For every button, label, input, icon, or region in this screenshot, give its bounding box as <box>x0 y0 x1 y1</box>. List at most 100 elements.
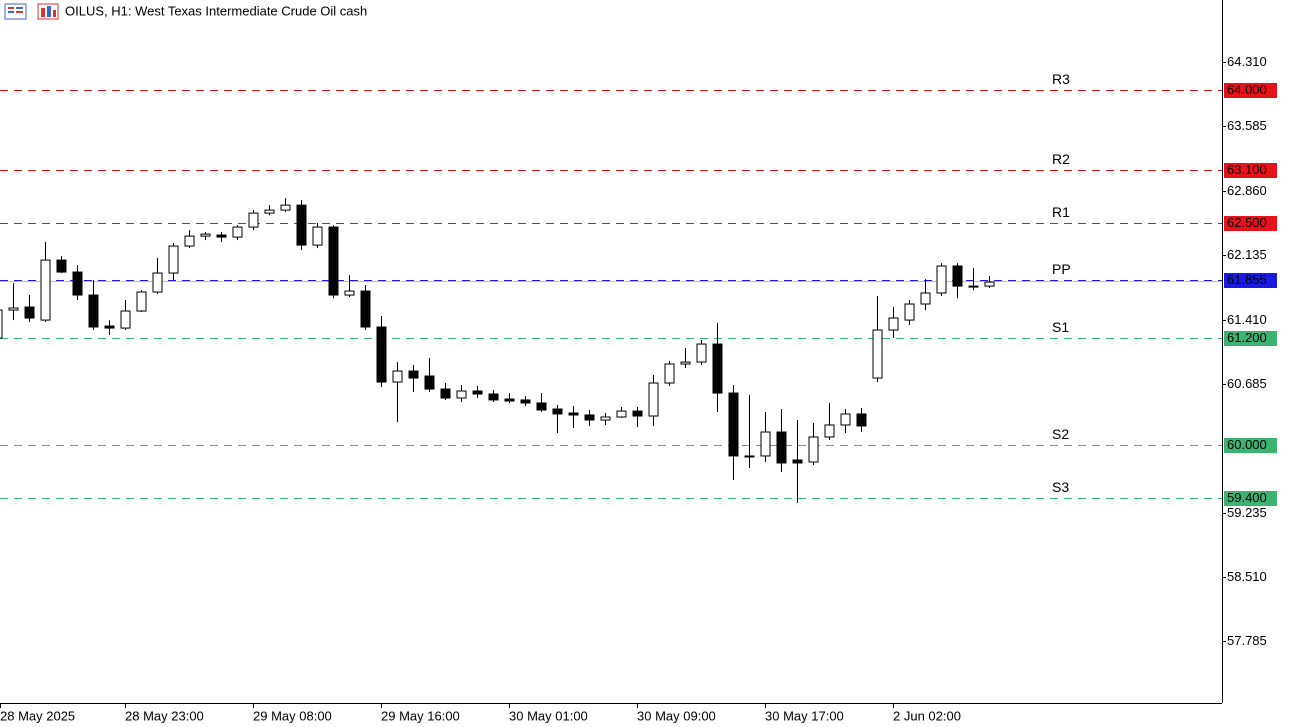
y-tick-label: 59.235 <box>1227 505 1267 520</box>
candle-body <box>312 226 323 246</box>
candle-body <box>904 303 915 321</box>
chart-icon-part <box>47 6 51 17</box>
level-price-box <box>1224 216 1277 231</box>
x-tick-label: 30 May 01:00 <box>509 708 588 723</box>
candle-body <box>584 414 595 421</box>
menu-icon-part <box>8 7 14 9</box>
candle-body <box>56 259 67 273</box>
chart-icon-part <box>41 8 45 17</box>
y-tick-label: 64.310 <box>1227 54 1267 69</box>
candle-body <box>888 317 899 331</box>
candle-body <box>520 399 531 404</box>
candle-body <box>824 424 835 438</box>
candle-body <box>472 390 483 395</box>
level-name: PP <box>1052 261 1071 277</box>
candle-body <box>232 226 243 238</box>
candle-body <box>936 265 947 294</box>
level-price-box <box>1224 83 1277 98</box>
level-price-label: 62.500 <box>1227 215 1267 230</box>
x-tick-label: 29 May 08:00 <box>253 708 332 723</box>
level-price-box <box>1224 331 1277 346</box>
header-icons <box>4 3 59 20</box>
candle-body <box>120 310 131 329</box>
candle-body <box>168 245 179 274</box>
level-price-box <box>1224 163 1277 178</box>
candle-body <box>328 226 339 296</box>
candle-body <box>536 402 547 411</box>
candle-body <box>344 290 355 296</box>
candle-body <box>664 363 675 384</box>
candle-body <box>808 436 819 463</box>
candle-body <box>8 307 19 311</box>
y-tick-label: 63.585 <box>1227 118 1267 133</box>
candle-body <box>872 329 883 379</box>
chart-icon-part <box>53 10 56 17</box>
candle-body <box>296 204 307 246</box>
candle-body <box>408 370 419 379</box>
candle-body <box>504 398 515 402</box>
candle-body <box>152 272 163 293</box>
y-tick-label: 61.410 <box>1227 312 1267 327</box>
x-tick-label: 2 Jun 02:00 <box>893 708 961 723</box>
candle-body <box>376 326 387 383</box>
level-price-box <box>1224 273 1277 288</box>
level-name: S2 <box>1052 426 1069 442</box>
candle-body <box>632 410 643 417</box>
y-tick-label: 57.785 <box>1227 633 1267 648</box>
candle-body <box>728 392 739 457</box>
y-tick-label: 62.860 <box>1227 183 1267 198</box>
level-price-box <box>1224 491 1277 506</box>
menu-icon-part <box>16 11 23 13</box>
y-tick-label: 62.135 <box>1227 247 1267 262</box>
candle-body <box>216 234 227 238</box>
level-price-label: 61.200 <box>1227 330 1267 345</box>
x-tick-label: 29 May 16:00 <box>381 708 460 723</box>
candle-body <box>840 413 851 426</box>
candle-body <box>616 410 627 418</box>
candle-body <box>40 259 51 321</box>
candle-body <box>248 212 259 228</box>
candle-body <box>552 408 563 415</box>
candle-body <box>760 431 771 457</box>
level-price-label: 61.855 <box>1227 272 1267 287</box>
y-tick-label: 58.510 <box>1227 569 1267 584</box>
candle-body <box>968 285 979 288</box>
candle-body <box>184 235 195 247</box>
candle-body <box>696 343 707 363</box>
level-name: R1 <box>1052 204 1070 220</box>
candle-body <box>24 306 35 319</box>
candle-body <box>744 455 755 458</box>
level-price-label: 60.000 <box>1227 437 1267 452</box>
x-tick-label: 30 May 17:00 <box>765 708 844 723</box>
chart-title: OILUS, H1: West Texas Intermediate Crude… <box>65 3 367 18</box>
candle-body <box>600 416 611 421</box>
menu-icon-part <box>8 11 14 13</box>
level-name: S1 <box>1052 319 1069 335</box>
level-name: S3 <box>1052 479 1069 495</box>
candle-body <box>264 209 275 214</box>
level-price-label: 64.000 <box>1227 82 1267 97</box>
level-price-label: 59.400 <box>1227 490 1267 505</box>
candle-body <box>200 233 211 237</box>
candle-body <box>440 388 451 399</box>
candle-body <box>280 204 291 211</box>
candle-body <box>136 291 147 312</box>
candle-body <box>488 393 499 401</box>
candle-body <box>856 413 867 427</box>
level-name: R3 <box>1052 71 1070 87</box>
candle-body <box>0 309 3 339</box>
candle-body <box>792 459 803 464</box>
candle-body <box>392 370 403 383</box>
x-tick-label: 28 May 2025 <box>0 708 75 723</box>
candle-body <box>776 431 787 464</box>
candle-body <box>952 265 963 287</box>
candle-body <box>648 382 659 417</box>
level-price-box <box>1224 438 1277 453</box>
level-name: R2 <box>1052 151 1070 167</box>
candle-body <box>984 281 995 287</box>
candle-body <box>680 361 691 365</box>
candle-body <box>104 325 115 329</box>
y-tick-label: 60.685 <box>1227 376 1267 391</box>
